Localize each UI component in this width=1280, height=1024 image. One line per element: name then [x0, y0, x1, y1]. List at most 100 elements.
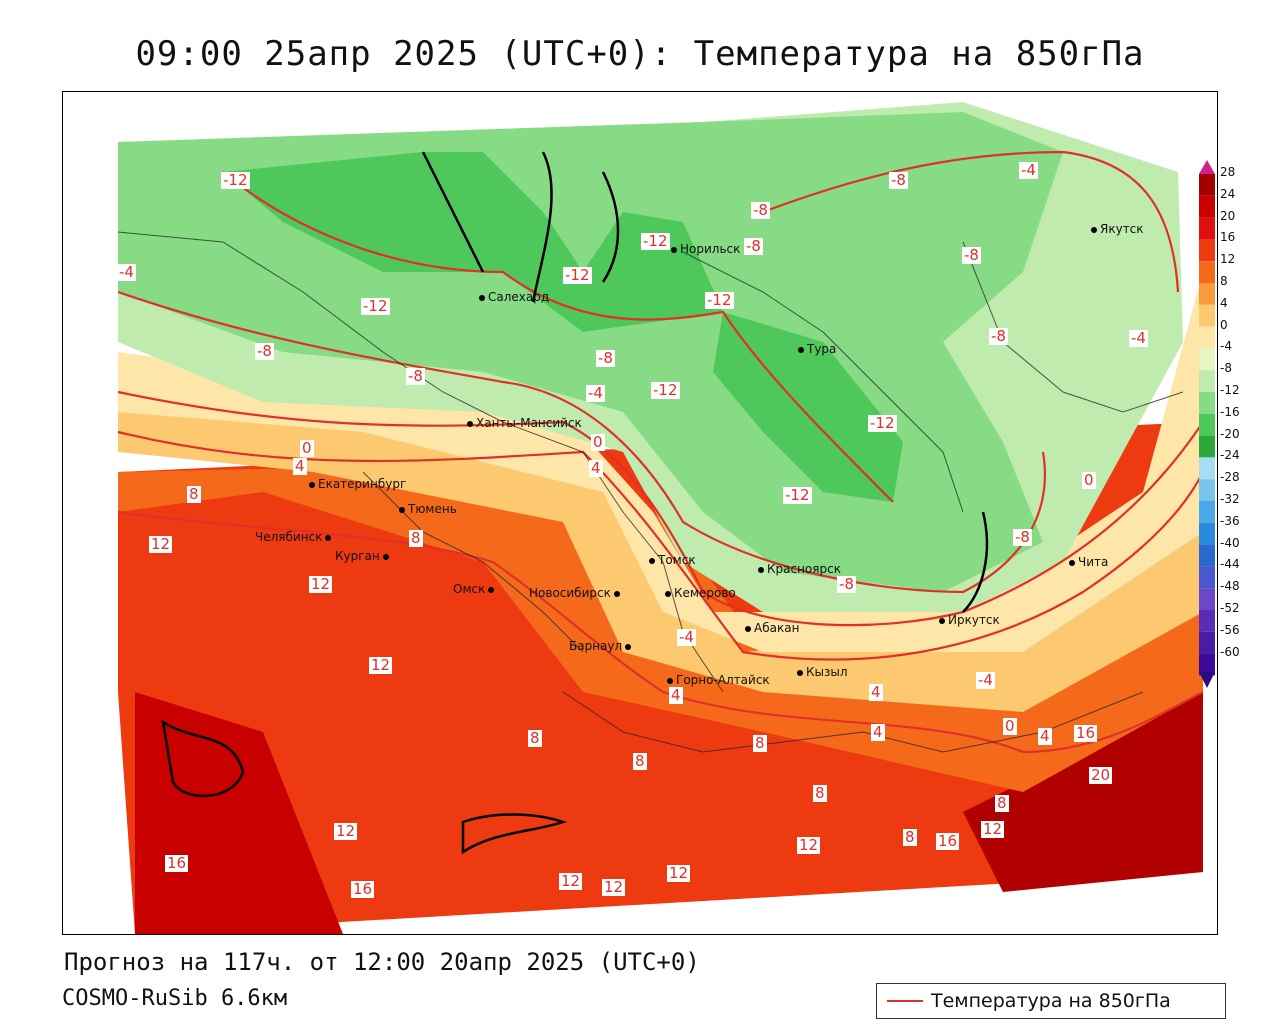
colorbar-tick-label: -12: [1220, 383, 1240, 397]
colorbar-segment: [1199, 392, 1215, 414]
contour-label: -4: [677, 628, 696, 646]
colorbar-segment: [1199, 631, 1215, 654]
contour-label: 0: [1082, 471, 1096, 489]
contour-label: 12: [369, 656, 393, 674]
city-tomsk: Томск: [649, 553, 696, 567]
colorbar-tick-label: -28: [1220, 470, 1240, 485]
city-omsk: Омск: [453, 582, 497, 596]
colorbar-segment: [1199, 261, 1215, 283]
contour-label: 8: [528, 729, 542, 747]
contour-label: 12: [559, 872, 583, 890]
city-kyzyl: Кызыл: [797, 665, 848, 679]
colorbar-tick-label: -40: [1220, 535, 1240, 550]
contour-label: -4: [976, 671, 995, 689]
contour-label: 12: [981, 820, 1005, 838]
city-abakan: Абакан: [745, 621, 799, 635]
contour-label: -12: [783, 486, 812, 504]
city-tyumen: Тюмень: [399, 502, 457, 516]
colorbar-segment: [1199, 435, 1215, 458]
colorbar-segment: [1199, 544, 1215, 567]
colorbar-segment: [1199, 588, 1215, 610]
contour-label: 4: [589, 459, 603, 477]
colorbar-tick-label: -16: [1220, 404, 1240, 419]
contour-lines: [117, 150, 1204, 754]
colorbar-bottom-arrow: [1199, 672, 1215, 688]
legend-box: Температура на 850гПа: [876, 983, 1226, 1019]
colorbar-segment: [1199, 348, 1215, 371]
colorbar-tick-label: -8: [1220, 361, 1232, 376]
contour-label: -8: [989, 327, 1008, 345]
contour-label: 16: [165, 854, 189, 872]
contour-label: -12: [563, 266, 592, 284]
colorbar-segment: [1199, 501, 1215, 523]
contour-label: 8: [995, 794, 1009, 812]
colorbar-segment: [1199, 326, 1215, 349]
colorbar-segment: [1199, 217, 1215, 240]
contour-label: 4: [1038, 727, 1052, 745]
city-barnaul: Барнаул: [569, 639, 634, 653]
colorbar-segment: [1199, 522, 1215, 545]
colorbar-segment: [1199, 610, 1215, 632]
colorbar-tick-label: 28: [1220, 165, 1236, 179]
colorbar-tick-label: -20: [1220, 426, 1240, 441]
legend-line-swatch: [887, 1000, 923, 1002]
contour-label: 12: [334, 822, 358, 840]
contour-label: -8: [1013, 528, 1032, 546]
contour-label: -12: [641, 232, 670, 250]
contour-label: 8: [187, 485, 201, 503]
city-khanty-mansiysk: Ханты-Мансийск: [467, 416, 582, 430]
map-title: 09:00 25апр 2025 (UTC+0): Температура на…: [135, 34, 1145, 74]
contour-label: -8: [596, 349, 615, 367]
colorbar-segment: [1199, 479, 1215, 501]
colorbar-segment: [1199, 653, 1215, 676]
colorbar-svg: [1199, 160, 1215, 688]
contour-label: 16: [351, 880, 375, 898]
domain-dark-green-central: [713, 312, 903, 502]
domain-pale-band: [118, 272, 1203, 652]
city-yakutsk: Якутск: [1091, 222, 1144, 236]
contour-label: 4: [869, 683, 883, 701]
contour-label: -8: [751, 201, 770, 219]
colorbar-tick-label: -32: [1220, 492, 1240, 506]
contour-label: -8: [962, 246, 981, 264]
contour-label: 8: [633, 752, 647, 770]
coastlines: [161, 151, 989, 855]
city-kurgan: Курган: [335, 549, 392, 563]
colorbar-segment: [1199, 566, 1215, 589]
colorbar: [1199, 160, 1215, 694]
city-ekaterinburg: Екатеринбург: [309, 477, 406, 491]
contour-label: 12: [602, 878, 626, 896]
colorbar-tick-label: -48: [1220, 579, 1240, 594]
contour-label: 4: [871, 723, 885, 741]
colorbar-segment: [1199, 413, 1215, 436]
contour-label: -4: [586, 384, 605, 402]
contour-label: 8: [813, 784, 827, 802]
domain-deep-red-west: [135, 692, 343, 934]
colorbar-tick-label: 0: [1220, 317, 1228, 332]
colorbar-tick-label: 8: [1220, 274, 1228, 288]
contour-label: 12: [309, 575, 333, 593]
contour-label: 8: [903, 828, 917, 846]
contour-label: 4: [293, 457, 307, 475]
colorbar-tick-label: -60: [1220, 644, 1240, 659]
domain-left-white: [63, 92, 118, 934]
city-irkutsk: Иркутск: [939, 613, 1000, 627]
domain-dark-green-north: [223, 152, 723, 332]
contour-label: -8: [889, 171, 908, 189]
colorbar-segment: [1199, 195, 1215, 218]
city-kemerovo: Кемерово: [665, 586, 736, 600]
colorbar-segment: [1199, 174, 1215, 196]
colorbar-segment: [1199, 457, 1215, 480]
colorbar-segment: [1199, 239, 1215, 262]
contour-label: 8: [753, 734, 767, 752]
contour-label: -4: [1019, 161, 1038, 179]
contour-label: -12: [868, 414, 897, 432]
city-tura: Тура: [798, 342, 836, 356]
domain-deep-red-east: [963, 692, 1203, 892]
colorbar-segment: [1199, 283, 1215, 305]
city-gorno-altaysk: Горно-Алтайск: [667, 673, 770, 687]
city-novosibirsk: Новосибирск: [529, 586, 623, 600]
contour-label: -8: [406, 367, 425, 385]
colorbar-tick-label: -36: [1220, 513, 1240, 528]
contour-label: -12: [651, 381, 680, 399]
